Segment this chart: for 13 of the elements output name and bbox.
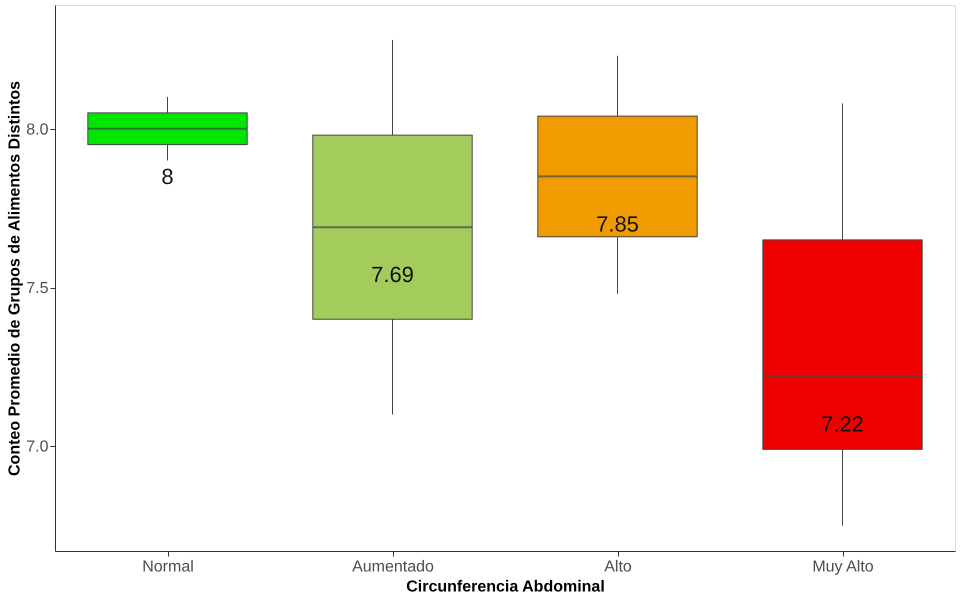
y-tick-label: 7.5: [26, 280, 49, 298]
x-tick-label: Muy Alto: [812, 558, 874, 576]
x-tick-label: Normal: [142, 558, 194, 576]
x-axis-title: Circunferencia Abdominal: [406, 578, 605, 596]
y-tick-label: 8.0: [26, 121, 49, 138]
annotation: 8: [161, 164, 174, 189]
y-tick-label: 7.0: [26, 438, 49, 456]
annotation: 7.22: [821, 411, 864, 436]
annotation: 7.69: [371, 262, 414, 288]
x-tick-label: Aumentado: [352, 558, 434, 576]
y-axis-title: Conteo Promedio de Grupos de Alimentos Distintos: [6, 80, 24, 476]
x-tick-label: Alto: [604, 558, 632, 576]
annotation: 7.85: [596, 211, 639, 236]
